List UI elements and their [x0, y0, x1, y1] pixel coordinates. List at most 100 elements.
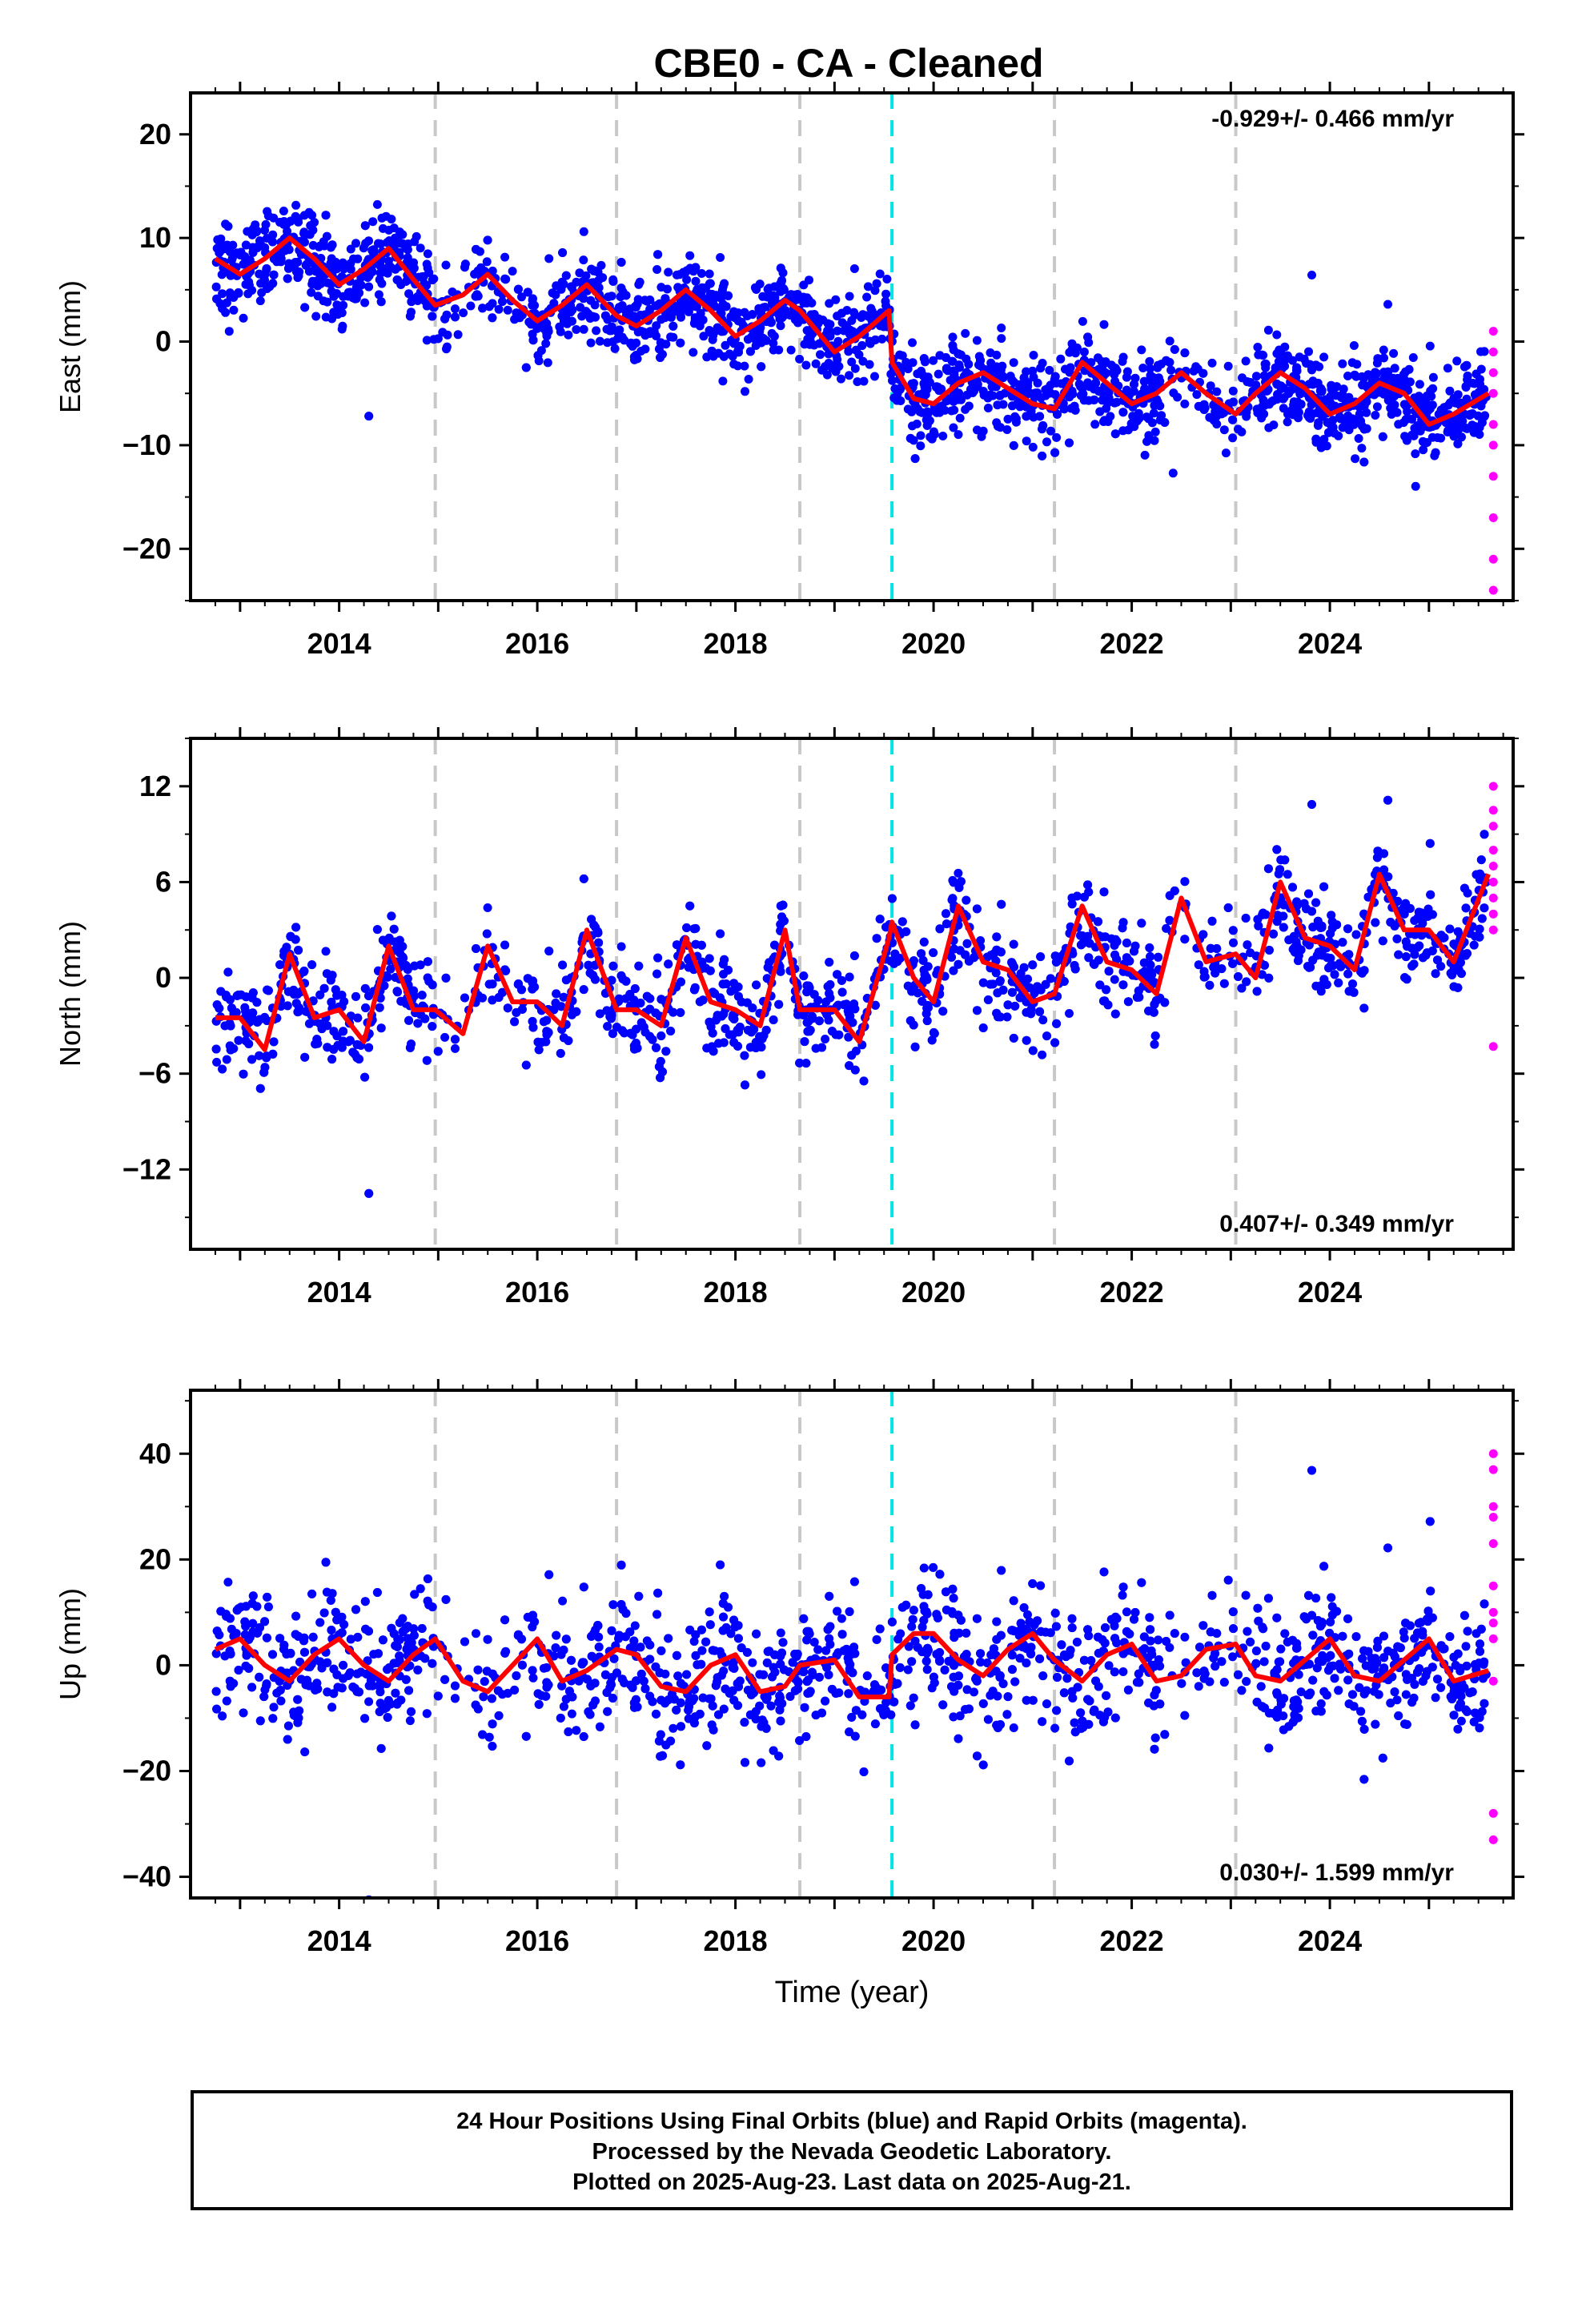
final-orbit-point [248, 1008, 258, 1018]
final-orbit-point [677, 312, 685, 322]
final-orbit-point [837, 987, 847, 997]
final-orbit-point [1373, 846, 1383, 856]
panel-frame [189, 91, 1515, 602]
final-orbit-point [1347, 358, 1357, 368]
final-orbit-point [755, 1031, 765, 1041]
final-orbit-point [1130, 380, 1138, 389]
final-orbit-point [1228, 386, 1238, 396]
final-orbit-point [922, 1016, 932, 1026]
final-orbit-point [697, 269, 706, 278]
y-tick-label: −10 [122, 428, 171, 461]
final-orbit-point [423, 957, 432, 967]
final-orbit-point [777, 912, 786, 922]
final-orbit-point [221, 240, 231, 250]
final-orbit-point [225, 247, 235, 256]
final-orbit-point [216, 234, 226, 243]
final-orbit-point [211, 282, 221, 292]
final-orbit-point [240, 252, 250, 261]
final-orbit-point [352, 279, 362, 288]
final-orbit-point [1304, 889, 1313, 899]
final-orbit-point [954, 349, 963, 359]
final-orbit-point [364, 236, 373, 246]
final-orbit-point [1221, 448, 1231, 458]
final-orbit-point [460, 263, 469, 272]
final-orbit-point [1229, 397, 1238, 407]
final-orbit-point [352, 1039, 362, 1049]
final-orbit-point [1067, 893, 1077, 903]
final-orbit-point [440, 1032, 450, 1042]
final-orbit-point [1460, 409, 1469, 419]
final-orbit-point [1294, 408, 1303, 417]
final-orbit-point [729, 336, 738, 346]
final-orbit-point [294, 1007, 303, 1016]
final-orbit-point [1453, 983, 1463, 992]
final-orbit-point [1299, 899, 1309, 908]
final-orbit-point [1477, 914, 1487, 923]
final-orbit-point [218, 1064, 227, 1074]
final-orbit-point [845, 292, 854, 301]
final-orbit-point [471, 292, 480, 301]
final-orbit-point [1272, 380, 1282, 389]
final-orbit-point [1304, 347, 1313, 356]
final-orbit-point [1456, 969, 1466, 979]
final-orbit-point [918, 371, 928, 380]
final-orbit-point [323, 1021, 332, 1031]
final-orbit-point [896, 396, 905, 405]
final-orbit-point [942, 353, 950, 362]
final-orbit-point [1436, 433, 1446, 443]
final-orbit-point [1046, 426, 1055, 436]
final-orbit-point [929, 356, 938, 365]
final-orbit-point [1460, 883, 1469, 893]
final-orbit-point [1223, 903, 1233, 912]
final-orbit-point [1308, 923, 1318, 932]
final-orbit-point [1139, 958, 1149, 967]
final-orbit-point [247, 286, 257, 295]
final-orbit-point [893, 957, 902, 967]
final-orbit-point [666, 332, 676, 342]
final-orbit-point [976, 356, 986, 365]
final-orbit-point [728, 1030, 737, 1039]
final-orbit-point [378, 223, 387, 233]
final-orbit-point [849, 951, 859, 960]
final-orbit-point [422, 336, 432, 345]
x-tick-label: 2014 [307, 627, 371, 660]
final-orbit-point [416, 243, 425, 253]
final-orbit-point [321, 211, 331, 220]
final-orbit-point [1242, 412, 1251, 421]
final-orbit-point [1324, 428, 1333, 437]
final-orbit-point [996, 947, 1006, 957]
final-orbit-point [628, 341, 637, 351]
final-orbit-point [543, 358, 552, 368]
final-orbit-point [922, 420, 932, 430]
final-orbit-point [1348, 979, 1357, 989]
final-orbit-point [905, 1016, 915, 1025]
final-orbit-point [1146, 967, 1156, 977]
final-orbit-point [733, 991, 743, 1001]
final-orbit-point [705, 966, 715, 975]
final-orbit-point [551, 290, 560, 300]
final-orbit-point [605, 1012, 615, 1021]
final-orbit-point [866, 304, 876, 313]
final-orbit-point [1076, 940, 1086, 950]
final-orbit-point [1243, 940, 1252, 950]
final-orbit-point [212, 294, 222, 304]
final-orbit-point [1334, 978, 1343, 987]
final-orbit-point [339, 1027, 348, 1036]
final-orbit-point [705, 279, 715, 288]
final-orbit-point [1269, 929, 1278, 939]
final-orbit-point [949, 423, 958, 432]
final-orbit-point [368, 217, 378, 227]
final-orbit-point [1035, 412, 1045, 421]
final-orbit-point [645, 1004, 655, 1014]
final-orbit-point [617, 332, 627, 342]
final-orbit-point [719, 291, 728, 300]
final-orbit-point [1010, 1001, 1020, 1011]
final-orbit-point [718, 282, 728, 292]
final-orbit-point [236, 990, 246, 999]
y-tick-label: 10 [139, 221, 171, 254]
final-orbit-point [1211, 407, 1220, 416]
final-orbit-point [372, 199, 382, 209]
final-orbit-point [1104, 388, 1114, 397]
final-orbit-point [352, 1053, 362, 1063]
